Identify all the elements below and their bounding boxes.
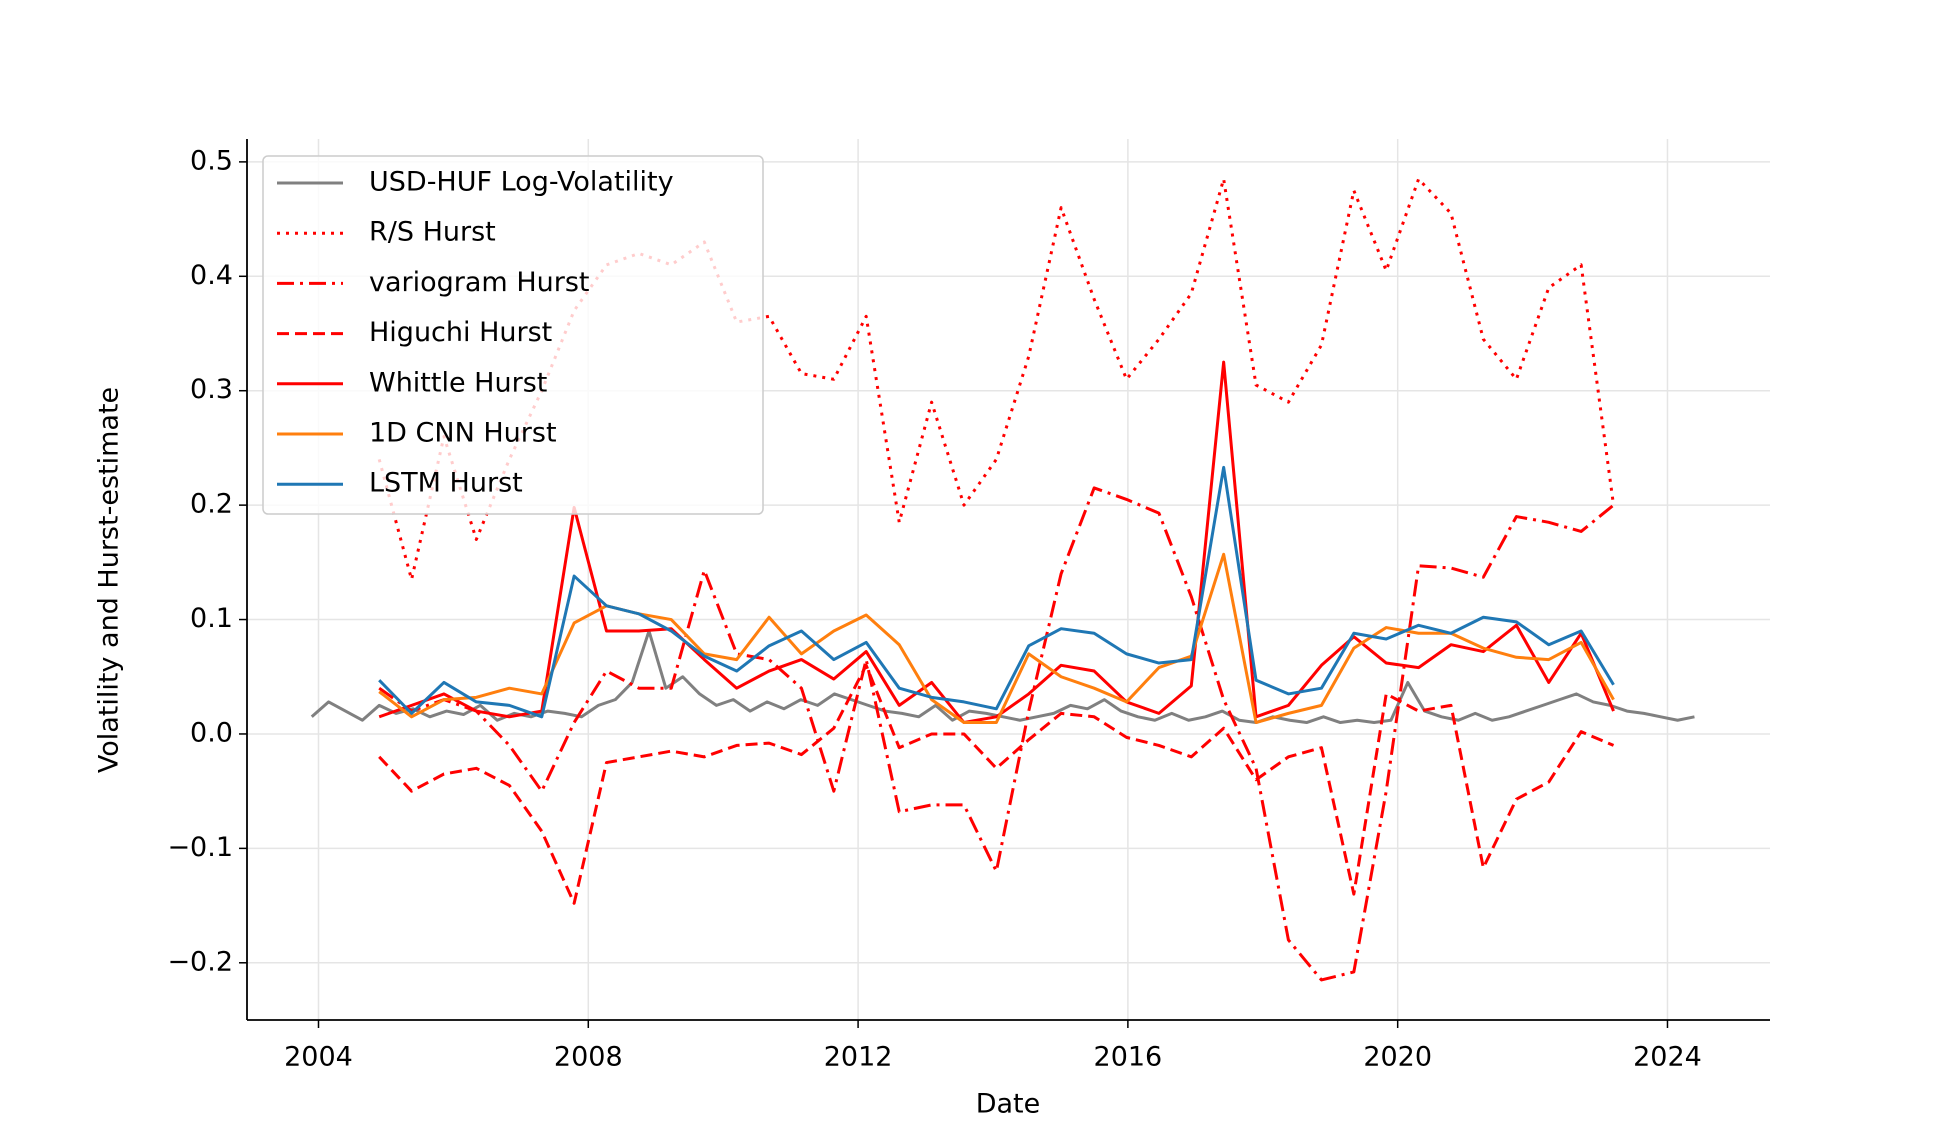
legend-label: LSTM Hurst [369,468,523,499]
line-series [378,360,1615,725]
legend: USD-HUF Log-Volatility R/S Hurst variogram… [262,155,764,515]
y-tick-label: 0.3 [190,374,233,405]
y-tick-label: 0.5 [190,145,233,176]
y-tick-label: −0.2 [167,946,233,977]
legend-label: Higuchi Hurst [369,317,552,348]
y-tick-label: 0.2 [190,489,233,520]
legend-label: USD-HUF Log-Volatility [369,167,674,198]
line-series [378,663,1615,905]
x-tick-label: 2020 [1363,1042,1432,1073]
x-axis-label: Date [976,1089,1041,1120]
line-series [378,552,1615,725]
y-tick-label: −0.1 [167,832,233,863]
y-tick-label: 0.1 [190,603,233,634]
legend-label: variogram Hurst [369,267,589,298]
x-tick-label: 2024 [1633,1042,1702,1073]
x-tick-label: 2012 [824,1042,893,1073]
x-tick-label: 2004 [284,1042,353,1073]
y-axis-label: Volatility and Hurst-estimate [94,387,125,773]
y-tick-label: 0.0 [190,717,233,748]
legend-label: 1D CNN Hurst [369,418,557,449]
x-tick-label: 2008 [554,1042,623,1073]
x-tick-label: 2016 [1094,1042,1163,1073]
legend-box [262,155,764,515]
line-series [378,465,1615,719]
y-tick-label: 0.4 [190,260,233,291]
legend-label: Whittle Hurst [369,367,547,398]
legend-label: R/S Hurst [369,217,496,248]
